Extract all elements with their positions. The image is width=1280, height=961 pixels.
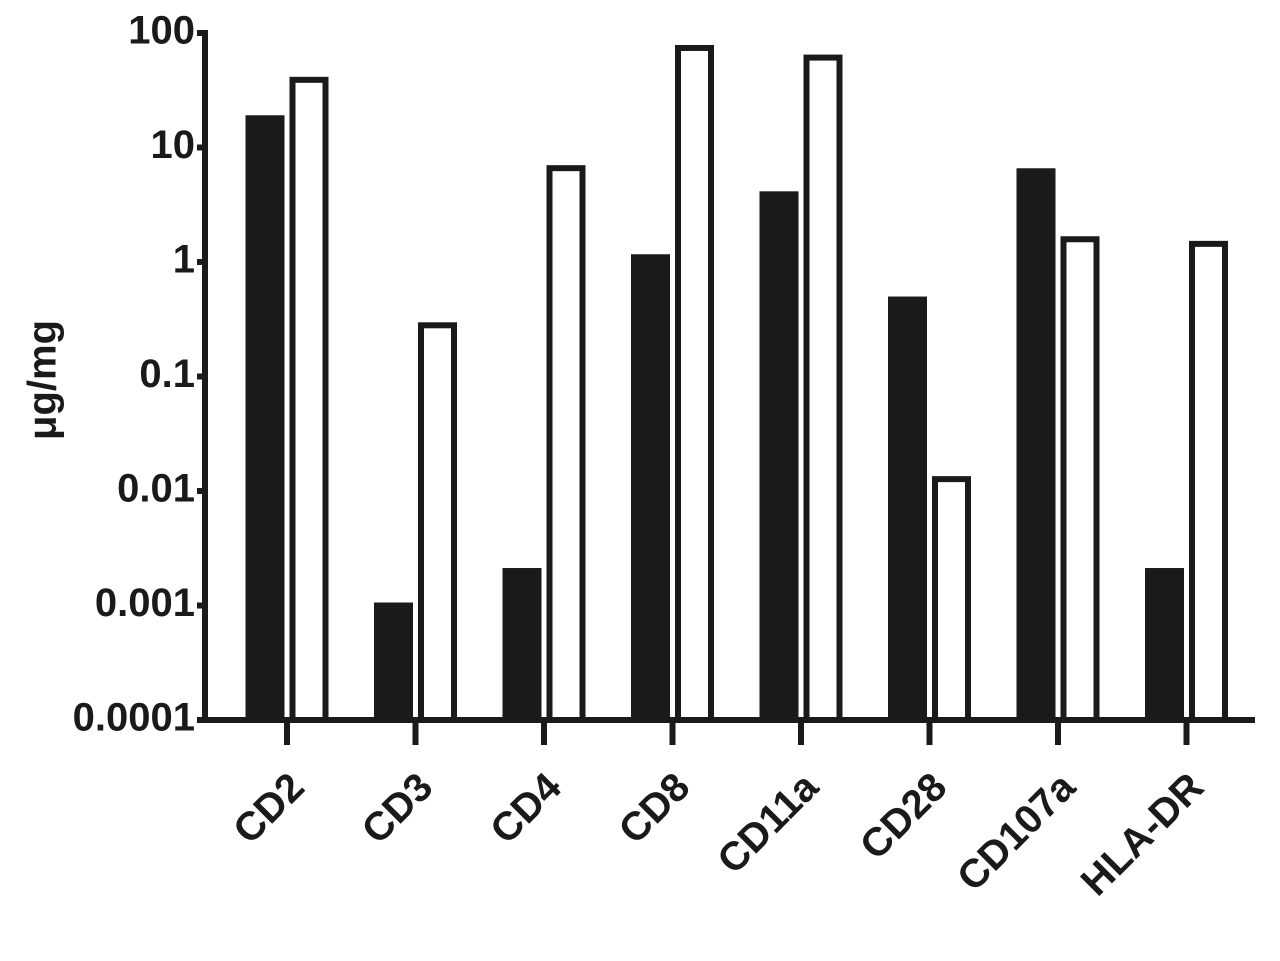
- bar: [1189, 240, 1228, 723]
- x-tick-label: HLA-DR: [1073, 765, 1213, 905]
- x-tick-label: CD8: [611, 765, 699, 853]
- x-tick-label: CD3: [354, 765, 442, 853]
- bar: [675, 44, 714, 724]
- bar: [759, 191, 799, 723]
- bar: [245, 115, 285, 723]
- bar: [502, 568, 542, 723]
- bar: [1145, 568, 1184, 723]
- bar: [374, 602, 413, 723]
- bar: [418, 322, 457, 723]
- y-tick-label: 0.1: [139, 352, 195, 396]
- x-tick-label: CD11a: [709, 764, 827, 882]
- bar: [631, 254, 670, 723]
- bar: [1016, 168, 1056, 723]
- x-tick-label: CD4: [482, 764, 570, 852]
- x-tick-label: CD28: [852, 765, 955, 868]
- x-tick-label: CD107a: [949, 764, 1084, 899]
- bar: [546, 165, 586, 723]
- y-tick-label: 0.0001: [73, 696, 195, 740]
- y-tick-label: 0.01: [117, 467, 195, 511]
- bar: [803, 54, 843, 724]
- bar: [289, 76, 329, 723]
- bar: [888, 296, 927, 723]
- y-tick-label: 0.001: [95, 581, 195, 625]
- bar: [932, 476, 971, 723]
- y-axis-label: μg/mg: [21, 320, 65, 440]
- x-tick-label: CD2: [225, 765, 313, 853]
- y-tick-label: 10: [151, 123, 196, 167]
- y-tick-label: 100: [128, 9, 195, 53]
- bar: [1060, 236, 1100, 724]
- y-tick-label: 1: [173, 238, 195, 282]
